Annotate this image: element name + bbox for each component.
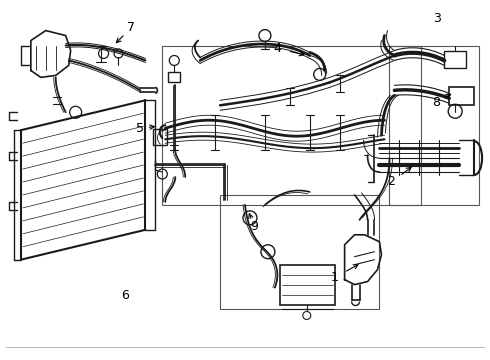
Text: 6: 6 <box>122 289 129 302</box>
Text: 5: 5 <box>136 122 145 135</box>
Bar <box>220 195 379 310</box>
Bar <box>280 265 335 305</box>
Bar <box>162 45 421 205</box>
Text: 2: 2 <box>388 175 395 189</box>
Bar <box>449 87 474 105</box>
Bar <box>168 72 180 82</box>
Text: 7: 7 <box>127 21 135 34</box>
Text: 9: 9 <box>250 220 258 233</box>
Text: 1: 1 <box>331 271 339 284</box>
Bar <box>153 129 167 145</box>
Text: 4: 4 <box>273 42 281 55</box>
Text: 3: 3 <box>433 12 441 25</box>
Bar <box>390 45 479 205</box>
Text: 8: 8 <box>432 96 440 109</box>
Bar <box>444 50 466 68</box>
